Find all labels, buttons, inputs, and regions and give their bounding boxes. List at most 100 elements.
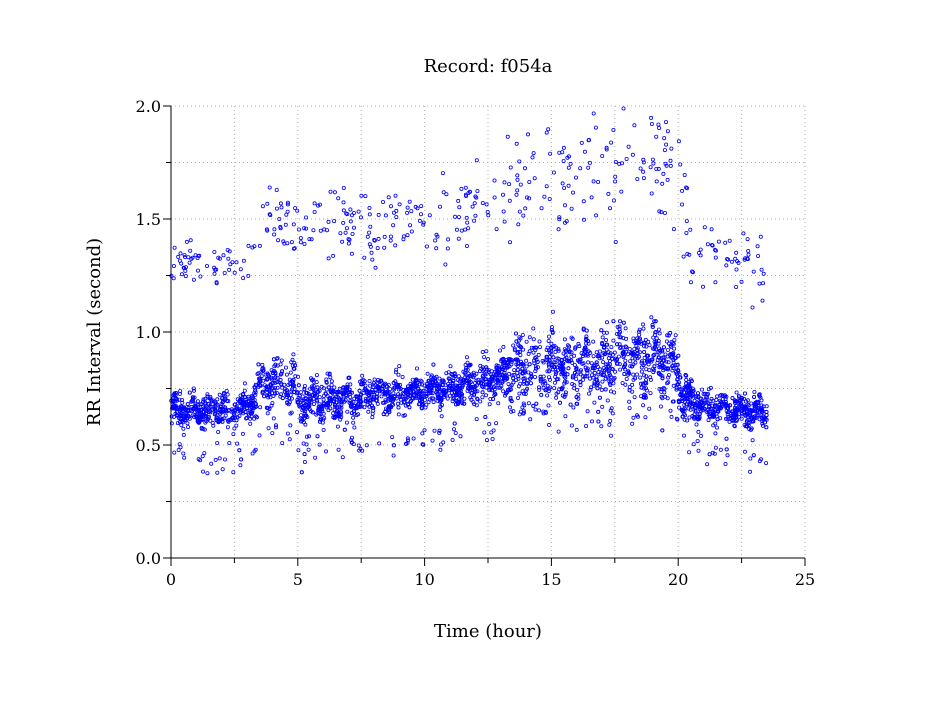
data-point xyxy=(750,438,755,443)
data-point xyxy=(480,349,485,354)
data-point xyxy=(273,423,278,428)
data-point xyxy=(500,367,505,372)
data-point xyxy=(514,141,519,146)
data-point xyxy=(411,436,416,441)
x-tick-label: 0 xyxy=(166,570,176,589)
data-point xyxy=(567,344,572,349)
data-point xyxy=(346,241,351,246)
data-point xyxy=(221,408,226,413)
data-point xyxy=(644,388,649,393)
data-point xyxy=(367,205,372,210)
data-point xyxy=(558,400,563,405)
data-point xyxy=(626,370,631,375)
data-point xyxy=(343,398,348,403)
data-point xyxy=(624,156,629,161)
data-point xyxy=(305,405,310,410)
data-point xyxy=(278,201,283,206)
data-point xyxy=(524,339,529,344)
data-point xyxy=(674,387,679,392)
data-point xyxy=(525,378,530,383)
data-point xyxy=(713,421,718,426)
data-point xyxy=(257,376,262,381)
data-point xyxy=(509,409,514,414)
data-point xyxy=(311,387,316,392)
data-point xyxy=(274,187,279,192)
data-point xyxy=(615,342,620,347)
data-point xyxy=(569,350,574,355)
data-point xyxy=(700,400,705,405)
data-point xyxy=(743,256,748,261)
data-point xyxy=(238,463,243,468)
data-point xyxy=(578,368,583,373)
data-point xyxy=(241,258,246,263)
data-point xyxy=(356,209,361,214)
data-point xyxy=(658,348,663,353)
data-point xyxy=(718,447,723,452)
data-point xyxy=(343,230,348,235)
data-point xyxy=(662,136,667,141)
data-point xyxy=(332,414,337,419)
data-point xyxy=(584,368,589,373)
data-point xyxy=(529,345,534,350)
data-point xyxy=(272,376,277,381)
data-point xyxy=(490,374,495,379)
data-point xyxy=(461,378,466,383)
data-point xyxy=(517,335,522,340)
data-point xyxy=(186,255,191,260)
data-point xyxy=(383,399,388,404)
data-point xyxy=(518,182,523,187)
data-point xyxy=(704,392,709,397)
data-point xyxy=(586,338,591,343)
data-point xyxy=(289,389,294,394)
data-point xyxy=(520,405,525,410)
data-point xyxy=(422,428,427,433)
data-point xyxy=(515,188,520,193)
data-point xyxy=(662,390,667,395)
data-point xyxy=(666,375,671,380)
data-point xyxy=(749,419,754,424)
data-point xyxy=(656,355,661,360)
data-point xyxy=(734,399,739,404)
data-point xyxy=(675,417,680,422)
data-point xyxy=(739,279,744,284)
data-point xyxy=(284,372,289,377)
data-point xyxy=(755,244,760,249)
data-point xyxy=(546,386,551,391)
data-point xyxy=(608,418,613,423)
data-point xyxy=(587,160,592,165)
data-point xyxy=(570,336,575,341)
data-point xyxy=(688,280,693,285)
data-point xyxy=(285,392,290,397)
data-point xyxy=(696,395,701,400)
data-point xyxy=(303,397,308,402)
data-point xyxy=(696,391,701,396)
data-point xyxy=(391,443,396,448)
data-point xyxy=(581,326,586,331)
data-point xyxy=(748,469,753,474)
data-point xyxy=(638,381,643,386)
data-point xyxy=(278,392,283,397)
data-point xyxy=(581,377,586,382)
data-point xyxy=(641,322,646,327)
data-point xyxy=(671,399,676,404)
data-point xyxy=(516,342,521,347)
data-point xyxy=(552,386,557,391)
data-point xyxy=(296,383,301,388)
data-point xyxy=(459,186,464,191)
data-point xyxy=(661,171,666,176)
data-point xyxy=(531,350,536,355)
data-point xyxy=(220,467,225,472)
data-point xyxy=(368,224,373,229)
data-point xyxy=(287,437,292,442)
data-point xyxy=(671,352,676,357)
data-point xyxy=(203,420,208,425)
data-point xyxy=(328,389,333,394)
data-point xyxy=(594,213,599,218)
data-point xyxy=(764,413,769,418)
data-point xyxy=(527,179,532,184)
data-point xyxy=(193,409,198,414)
data-point xyxy=(574,376,579,381)
data-point xyxy=(574,401,579,406)
data-point xyxy=(180,400,185,405)
data-point xyxy=(171,263,176,268)
